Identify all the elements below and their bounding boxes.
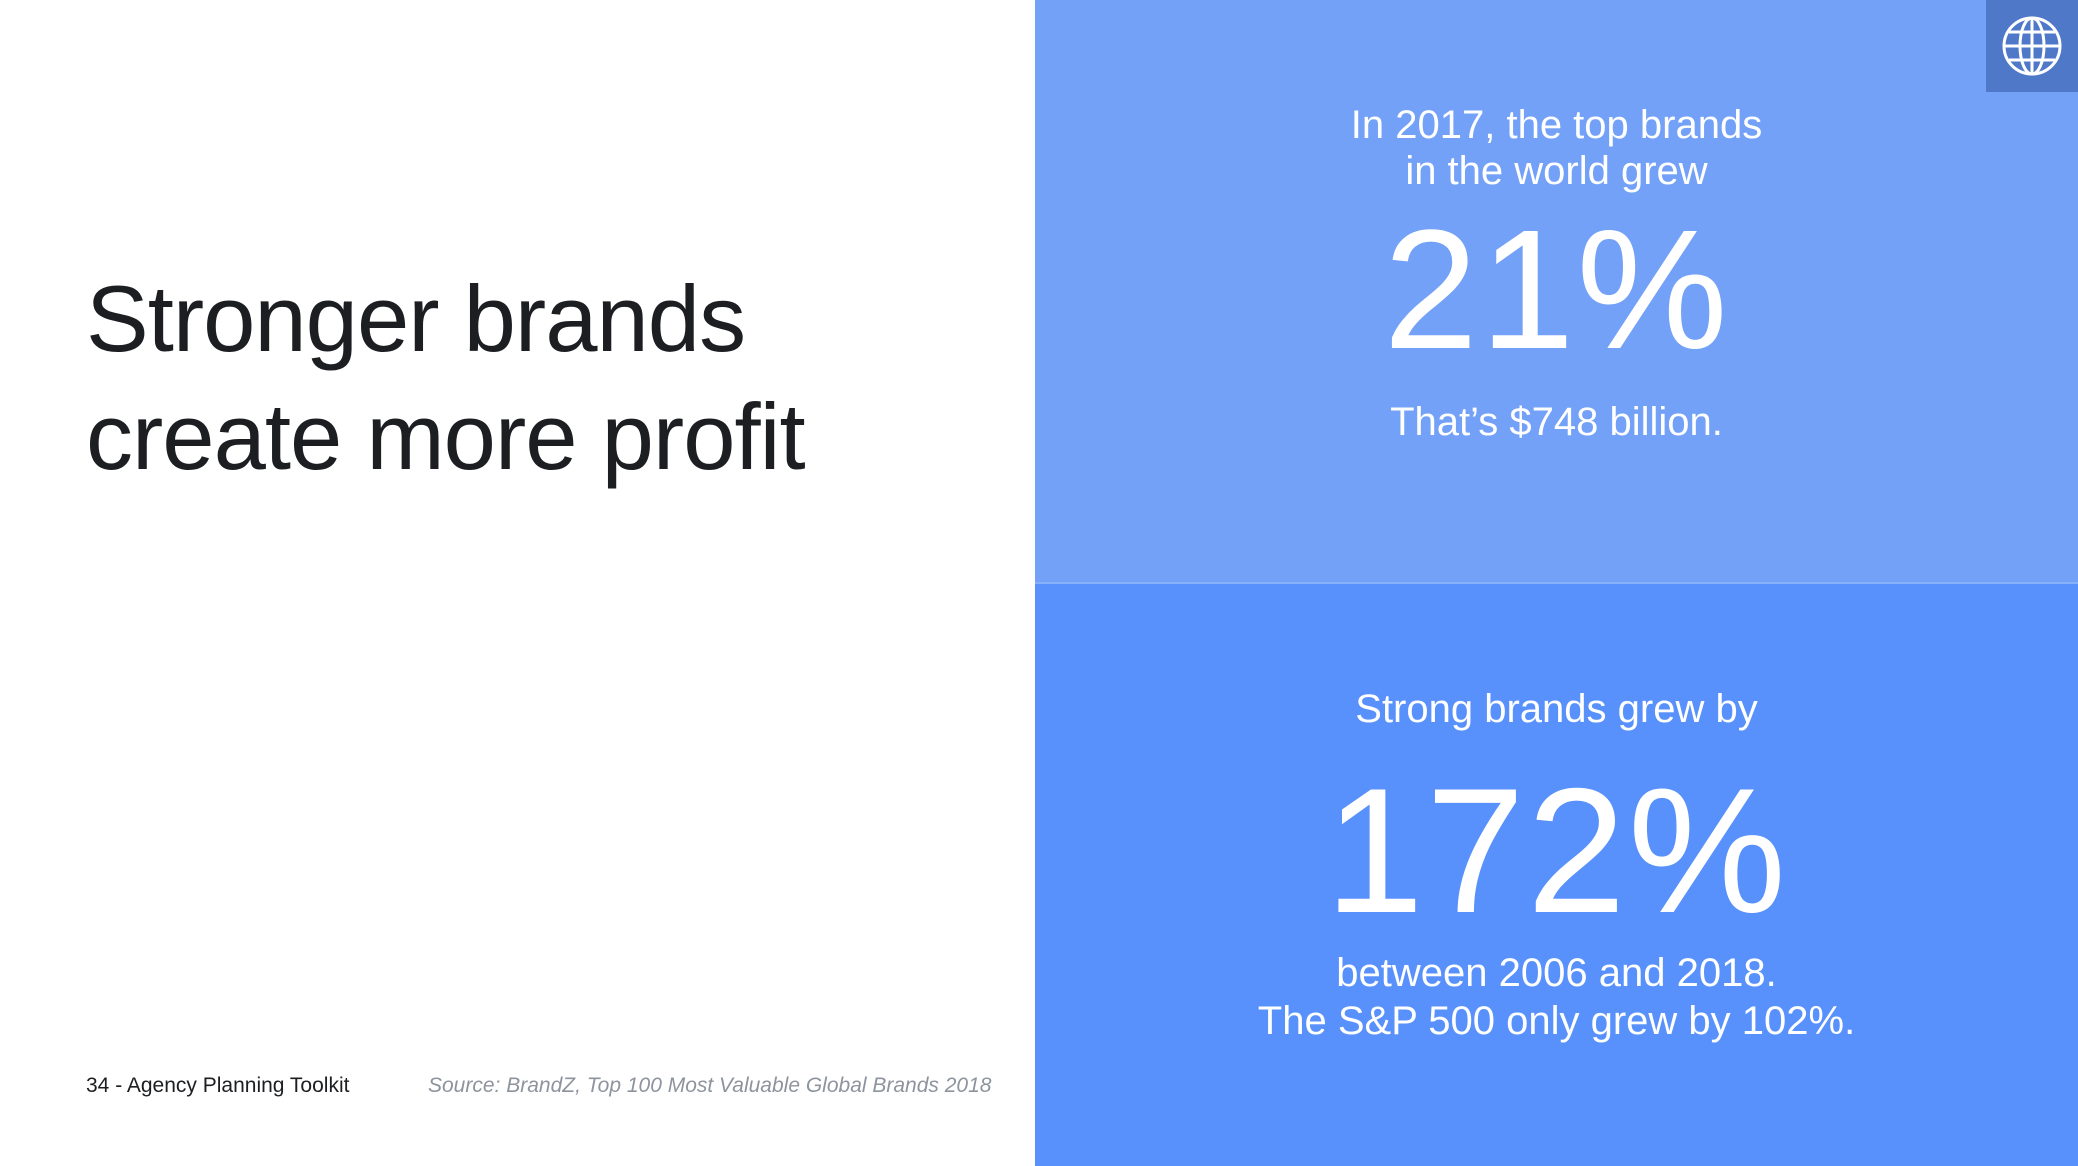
stat-top-intro: In 2017, the top brands in the world gre… bbox=[1035, 102, 2078, 194]
stat-bottom-note-line-1: between 2006 and 2018. bbox=[1336, 951, 1777, 995]
stat-top-intro-line-1: In 2017, the top brands bbox=[1350, 103, 1763, 147]
stat-bottom-note: between 2006 and 2018. The S&P 500 only … bbox=[1035, 949, 2078, 1045]
page-number-label: 34 - Agency Planning Toolkit bbox=[86, 1074, 350, 1097]
stat-top-intro-line-2: in the world grew bbox=[1405, 149, 1708, 193]
stat-top-note-line: That’s $748 billion. bbox=[1390, 400, 1723, 444]
globe-badge bbox=[1986, 0, 2078, 92]
source-citation: Source: BrandZ, Top 100 Most Valuable Gl… bbox=[428, 1074, 992, 1097]
stat-bottom-value: 172% bbox=[1324, 751, 1789, 950]
page-title-line-2: create more profit bbox=[86, 384, 806, 489]
stat-bottom-intro-line: Strong brands grew by bbox=[1355, 687, 1758, 731]
globe-icon bbox=[2002, 16, 2062, 76]
left-column: Stronger brands create more profit 34 - … bbox=[0, 0, 1035, 1166]
page-title-line-1: Stronger brands bbox=[86, 266, 746, 371]
stat-bottom-note-line-2: The S&P 500 only grew by 102%. bbox=[1257, 999, 1856, 1043]
page-title: Stronger brands create more profit bbox=[86, 260, 986, 496]
stat-bottom-intro: Strong brands grew by bbox=[1035, 686, 2078, 732]
stat-panel-bottom: Strong brands grew by 172% between 2006 … bbox=[1035, 584, 2078, 1166]
panel-divider bbox=[1035, 582, 2078, 584]
stat-top-note: That’s $748 billion. bbox=[1035, 398, 2078, 446]
stat-panel-top: In 2017, the top brands in the world gre… bbox=[1035, 0, 2078, 582]
stat-top-value: 21% bbox=[1383, 195, 1730, 385]
